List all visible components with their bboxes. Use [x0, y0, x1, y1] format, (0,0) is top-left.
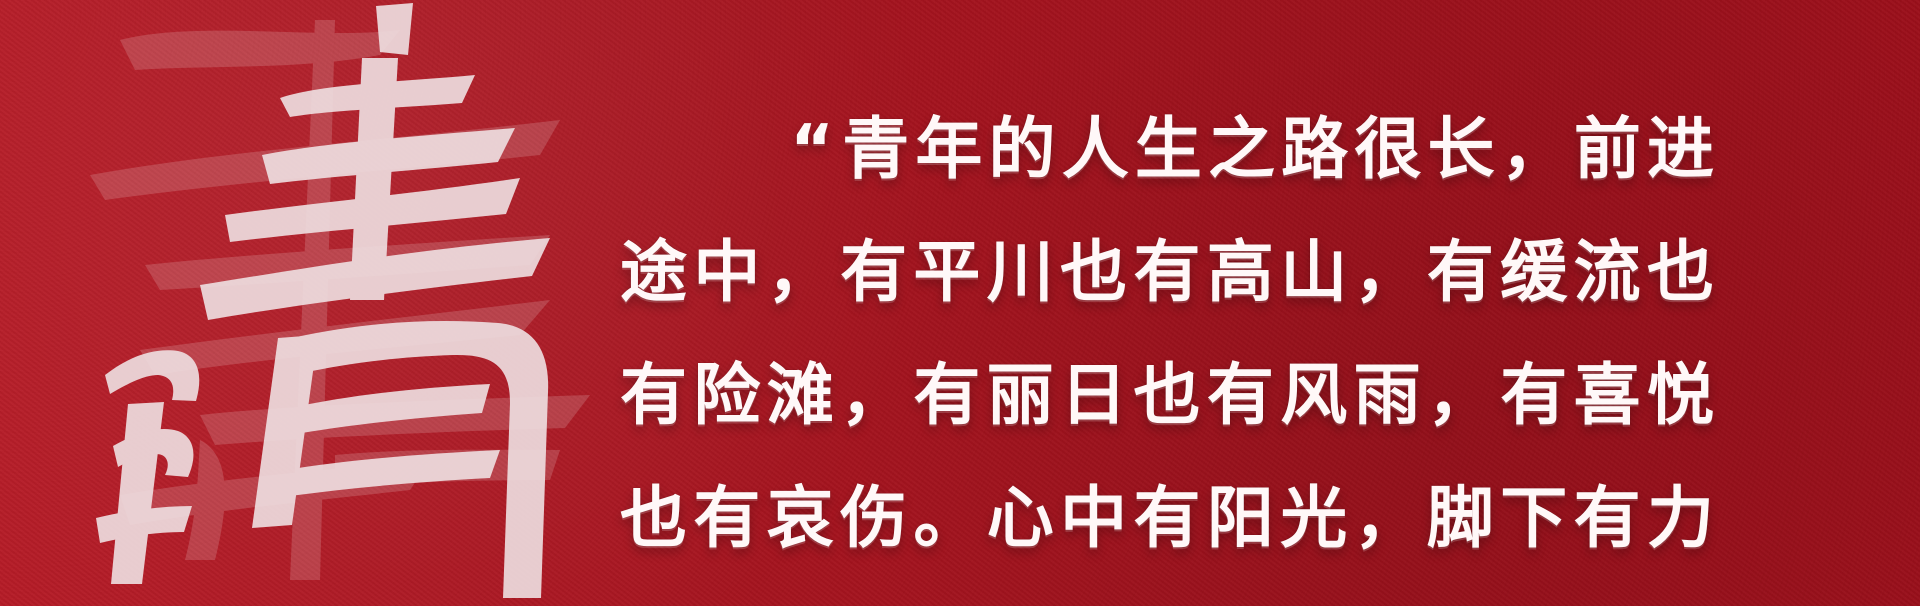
quote-line-3: 有险滩，有丽日也有风雨，有喜悦: [620, 356, 1715, 434]
quote-line-2: 途中，有平川也有高山，有缓流也: [620, 233, 1715, 311]
quote-line-4: 也有哀伤。心中有阳光，脚下有力: [620, 479, 1715, 557]
opening-quote-mark: “: [790, 110, 836, 188]
quote-line-1: “青年的人生之路很长，前进: [620, 88, 1715, 211]
quote-block: “青年的人生之路很长，前进 途中，有平川也有高山，有缓流也 有险滩，有丽日也有风…: [620, 88, 1715, 580]
quote-line-1-text: 青年的人生之路很长，前进: [837, 110, 1715, 188]
